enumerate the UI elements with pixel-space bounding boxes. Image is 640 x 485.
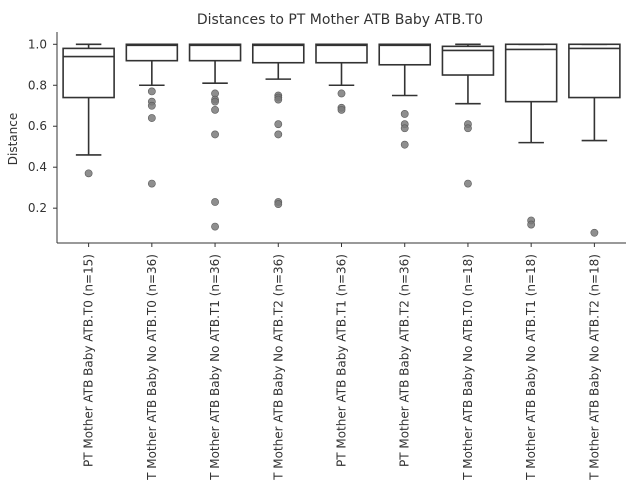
- box-9: [568, 43, 621, 237]
- outlier-point: [147, 87, 156, 96]
- x-tick-label: PT Mother ATB Baby ATB.T0 (n=15): [82, 254, 96, 467]
- y-tick-label: 0.4: [28, 160, 47, 174]
- x-tick-label: PT Mother ATB Baby No ATB.T0 (n=36): [145, 254, 159, 480]
- outlier-point: [274, 130, 283, 139]
- outlier-point: [274, 120, 283, 129]
- outlier-point: [84, 169, 93, 178]
- outlier-point: [400, 140, 409, 149]
- x-tick-label: PT Mother ATB Baby No ATB.T2 (n=18): [587, 254, 601, 480]
- outlier-point: [211, 105, 219, 114]
- outlier-point: [147, 179, 156, 188]
- x-tick-label: PT Mother ATB Baby ATB.T2 (n=36): [398, 254, 412, 467]
- outlier-point: [590, 228, 599, 237]
- box-7: [441, 43, 495, 188]
- x-axis-ticks: PT Mother ATB Baby ATB.T0 (n=15) PT Mothe…: [82, 243, 601, 485]
- interquartile-box: [441, 45, 495, 76]
- x-tick-label: PT Mother ATB Baby No ATB.T1 (n=18): [524, 254, 538, 480]
- chart-title: Distances to PT Mother ATB Baby ATB.T0: [197, 12, 483, 28]
- box-3: [188, 43, 242, 231]
- interquartile-box: [315, 43, 368, 64]
- outlier-point: [274, 95, 283, 104]
- outlier-point: [211, 97, 219, 106]
- box-4: [251, 43, 305, 208]
- box-series: [62, 43, 621, 237]
- y-tick-label: 0.6: [28, 119, 47, 133]
- outlier-point: [400, 124, 409, 133]
- outlier-point: [274, 200, 283, 208]
- interquartile-box: [504, 43, 558, 103]
- outlier-point: [337, 105, 346, 114]
- y-tick-label: 1.0: [28, 37, 47, 51]
- y-tick-label: 0.2: [28, 201, 47, 215]
- y-tick-label: 0.8: [28, 78, 47, 92]
- interquartile-box: [188, 43, 242, 62]
- y-axis-ticks: 0.2 0.4 0.6 0.8 1.0: [28, 37, 57, 215]
- outlier-point: [211, 130, 219, 139]
- x-tick-label: PT Mother ATB Baby No ATB.T2 (n=36): [271, 254, 285, 480]
- interquartile-box: [378, 43, 432, 66]
- box-2: [125, 43, 179, 188]
- interquartile-box: [125, 43, 179, 62]
- box-5: [315, 43, 368, 114]
- outlier-point: [147, 101, 156, 110]
- x-tick-label: PT Mother ATB Baby No ATB.T0 (n=18): [461, 254, 475, 480]
- box-6: [378, 43, 432, 149]
- x-tick-label: PT Mother ATB Baby ATB.T1 (n=36): [335, 254, 349, 467]
- outlier-point: [464, 124, 472, 133]
- box-8: [504, 43, 558, 229]
- outlier-point: [527, 220, 536, 229]
- outlier-point: [147, 114, 156, 122]
- outlier-point: [211, 198, 219, 206]
- outlier-point: [337, 89, 346, 98]
- interquartile-box: [62, 47, 115, 99]
- y-axis-label: Distance: [6, 113, 20, 165]
- interquartile-box: [251, 43, 305, 64]
- x-tick-label: PT Mother ATB Baby No ATB.T1 (n=36): [208, 254, 222, 480]
- outlier-point: [211, 222, 219, 231]
- interquartile-box: [568, 43, 621, 99]
- outlier-point: [400, 110, 409, 118]
- box-1: [62, 43, 115, 178]
- outlier-point: [464, 179, 472, 188]
